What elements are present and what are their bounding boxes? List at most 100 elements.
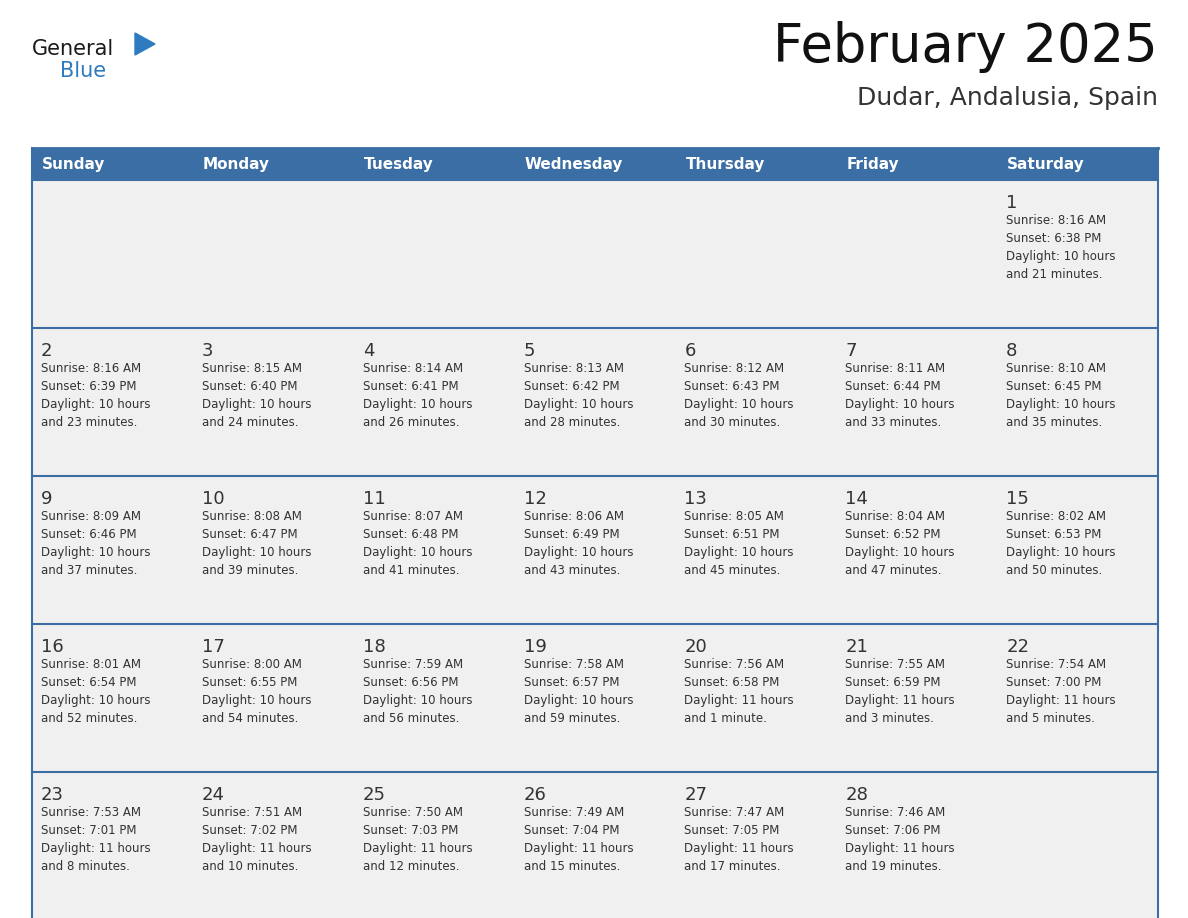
Text: Sunset: 6:52 PM: Sunset: 6:52 PM [846,528,941,541]
Text: and 23 minutes.: and 23 minutes. [42,416,138,429]
Text: Dudar, Andalusia, Spain: Dudar, Andalusia, Spain [857,86,1158,110]
Text: Sunrise: 8:10 AM: Sunrise: 8:10 AM [1006,362,1106,375]
Text: and 54 minutes.: and 54 minutes. [202,712,298,725]
Text: Friday: Friday [846,156,899,172]
Text: 23: 23 [42,786,64,804]
Text: Daylight: 10 hours: Daylight: 10 hours [362,694,472,707]
Text: 12: 12 [524,490,546,508]
Text: Wednesday: Wednesday [525,156,623,172]
Text: 3: 3 [202,342,214,360]
Text: Sunset: 7:05 PM: Sunset: 7:05 PM [684,824,779,837]
Text: Sunrise: 7:46 AM: Sunrise: 7:46 AM [846,806,946,819]
Text: 18: 18 [362,638,385,656]
Text: Sunrise: 8:07 AM: Sunrise: 8:07 AM [362,510,462,523]
Text: Daylight: 10 hours: Daylight: 10 hours [1006,546,1116,559]
Text: Daylight: 11 hours: Daylight: 11 hours [42,842,151,855]
Text: and 12 minutes.: and 12 minutes. [362,860,460,873]
Text: Sunrise: 8:14 AM: Sunrise: 8:14 AM [362,362,463,375]
Text: Sunset: 6:44 PM: Sunset: 6:44 PM [846,380,941,393]
Text: Daylight: 10 hours: Daylight: 10 hours [524,694,633,707]
Bar [514,148,676,180]
Text: Sunrise: 7:58 AM: Sunrise: 7:58 AM [524,658,624,671]
Text: and 30 minutes.: and 30 minutes. [684,416,781,429]
Text: and 52 minutes.: and 52 minutes. [42,712,138,725]
Text: 5: 5 [524,342,535,360]
Text: Daylight: 11 hours: Daylight: 11 hours [684,842,794,855]
Text: 16: 16 [42,638,64,656]
Text: 27: 27 [684,786,707,804]
Text: Daylight: 11 hours: Daylight: 11 hours [846,842,955,855]
Text: Sunset: 6:45 PM: Sunset: 6:45 PM [1006,380,1101,393]
Bar [997,148,1158,180]
Text: and 35 minutes.: and 35 minutes. [1006,416,1102,429]
Text: 4: 4 [362,342,374,360]
Text: 24: 24 [202,786,225,804]
Text: Sunrise: 8:09 AM: Sunrise: 8:09 AM [42,510,141,523]
Text: Sunset: 6:41 PM: Sunset: 6:41 PM [362,380,459,393]
Text: and 15 minutes.: and 15 minutes. [524,860,620,873]
Text: Sunrise: 8:05 AM: Sunrise: 8:05 AM [684,510,784,523]
Text: and 37 minutes.: and 37 minutes. [42,564,138,577]
Text: General: General [32,39,114,59]
Text: and 26 minutes.: and 26 minutes. [362,416,460,429]
Polygon shape [135,33,154,55]
Bar [32,148,192,180]
Text: Sunset: 7:01 PM: Sunset: 7:01 PM [42,824,137,837]
Text: Daylight: 10 hours: Daylight: 10 hours [362,546,472,559]
Text: Daylight: 10 hours: Daylight: 10 hours [42,546,151,559]
Text: Sunrise: 8:08 AM: Sunrise: 8:08 AM [202,510,302,523]
Text: Sunday: Sunday [42,156,106,172]
Text: 9: 9 [42,490,52,508]
Bar [32,328,1158,476]
Text: Sunset: 6:51 PM: Sunset: 6:51 PM [684,528,781,541]
Text: Sunrise: 7:49 AM: Sunrise: 7:49 AM [524,806,624,819]
Text: Daylight: 10 hours: Daylight: 10 hours [524,546,633,559]
Bar [32,772,1158,918]
Text: Daylight: 10 hours: Daylight: 10 hours [362,398,472,411]
Text: 7: 7 [846,342,857,360]
Text: and 50 minutes.: and 50 minutes. [1006,564,1102,577]
Bar [354,148,514,180]
Text: Saturday: Saturday [1007,156,1085,172]
Text: Sunrise: 8:16 AM: Sunrise: 8:16 AM [42,362,141,375]
Text: Sunrise: 7:50 AM: Sunrise: 7:50 AM [362,806,462,819]
Text: Daylight: 11 hours: Daylight: 11 hours [684,694,794,707]
Text: Sunset: 6:56 PM: Sunset: 6:56 PM [362,676,459,689]
Text: Sunrise: 8:02 AM: Sunrise: 8:02 AM [1006,510,1106,523]
Text: Sunrise: 8:11 AM: Sunrise: 8:11 AM [846,362,946,375]
Text: 19: 19 [524,638,546,656]
Text: Sunset: 7:03 PM: Sunset: 7:03 PM [362,824,459,837]
Text: Daylight: 10 hours: Daylight: 10 hours [684,398,794,411]
Text: Daylight: 10 hours: Daylight: 10 hours [524,398,633,411]
Text: and 47 minutes.: and 47 minutes. [846,564,942,577]
Text: Sunset: 6:57 PM: Sunset: 6:57 PM [524,676,619,689]
Text: Sunrise: 8:06 AM: Sunrise: 8:06 AM [524,510,624,523]
Text: Daylight: 10 hours: Daylight: 10 hours [684,546,794,559]
Text: February 2025: February 2025 [773,21,1158,73]
Text: Daylight: 10 hours: Daylight: 10 hours [42,398,151,411]
Text: Sunrise: 8:15 AM: Sunrise: 8:15 AM [202,362,302,375]
Text: Sunset: 7:00 PM: Sunset: 7:00 PM [1006,676,1101,689]
Text: Monday: Monday [203,156,270,172]
Text: Sunset: 6:46 PM: Sunset: 6:46 PM [42,528,137,541]
Text: 11: 11 [362,490,385,508]
Text: 26: 26 [524,786,546,804]
Text: 17: 17 [202,638,225,656]
Text: 1: 1 [1006,194,1017,212]
Text: Daylight: 11 hours: Daylight: 11 hours [524,842,633,855]
Text: Daylight: 10 hours: Daylight: 10 hours [846,398,955,411]
Text: Daylight: 10 hours: Daylight: 10 hours [846,546,955,559]
Text: 13: 13 [684,490,707,508]
Text: Sunset: 6:49 PM: Sunset: 6:49 PM [524,528,619,541]
Bar [676,148,836,180]
Bar [32,180,1158,328]
Text: Sunset: 6:39 PM: Sunset: 6:39 PM [42,380,137,393]
Text: Daylight: 11 hours: Daylight: 11 hours [846,694,955,707]
Text: Sunset: 6:38 PM: Sunset: 6:38 PM [1006,232,1101,245]
Text: and 59 minutes.: and 59 minutes. [524,712,620,725]
Text: Sunset: 6:47 PM: Sunset: 6:47 PM [202,528,297,541]
Text: Daylight: 10 hours: Daylight: 10 hours [42,694,151,707]
Text: Sunset: 6:40 PM: Sunset: 6:40 PM [202,380,297,393]
Text: Sunrise: 7:56 AM: Sunrise: 7:56 AM [684,658,784,671]
Text: Sunset: 6:54 PM: Sunset: 6:54 PM [42,676,137,689]
